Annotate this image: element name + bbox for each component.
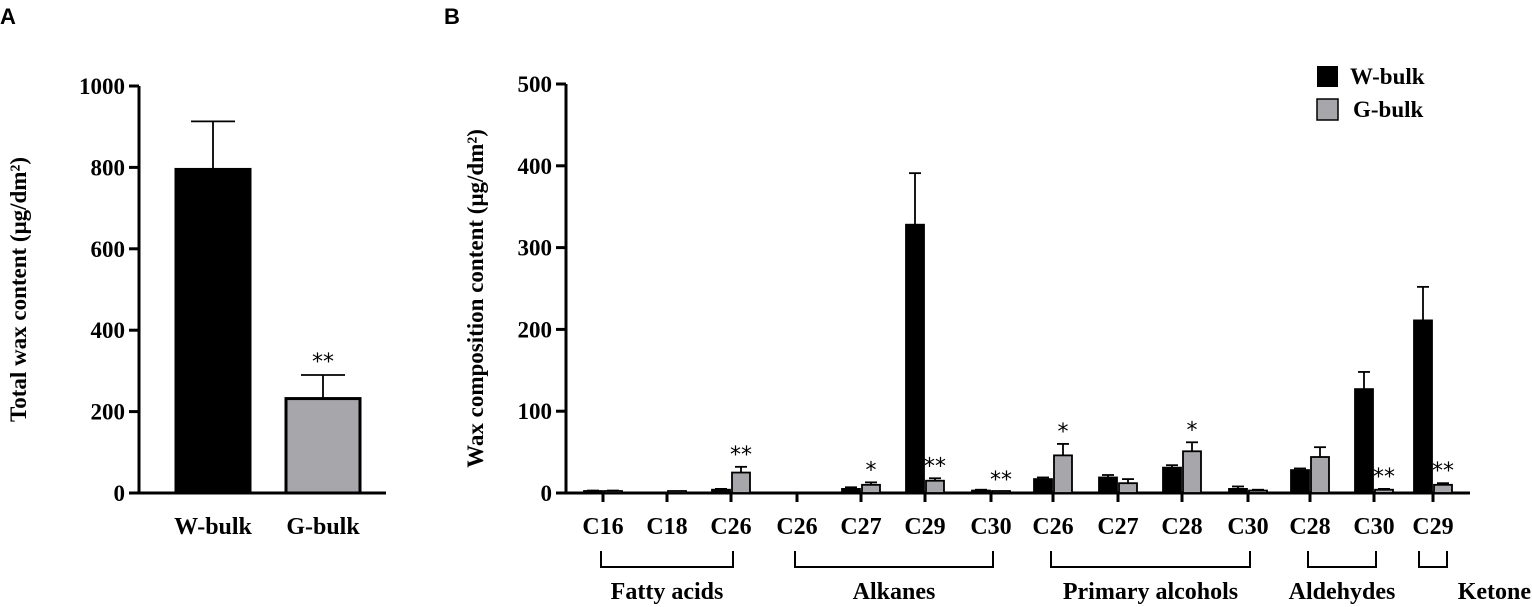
panel-b-significance: ** bbox=[924, 454, 946, 479]
panel-b-x-tick-label: C30 bbox=[1227, 514, 1268, 540]
panel-b-bar-w-bulk bbox=[905, 223, 925, 494]
legend-label-g-bulk: G-bulk bbox=[1353, 97, 1424, 122]
panel-b-y-tick-label: 0 bbox=[541, 481, 553, 506]
panel-b-bar-g-bulk bbox=[1310, 456, 1330, 494]
panel-b-group-label: Ketone bbox=[1458, 579, 1532, 605]
panel-b-bar-g-bulk bbox=[667, 490, 687, 494]
panel-b-group-label: Aldehydes bbox=[1289, 579, 1396, 605]
panel-b-bar-w-bulk bbox=[711, 488, 731, 494]
panel-b-x-tick-label: C16 bbox=[582, 514, 623, 540]
panel-a: A Total wax content (μg/dm²) 0 200 400 600 8… bbox=[0, 4, 386, 540]
panel-b-significance: * bbox=[866, 458, 877, 483]
panel-b-x-tick-label: C29 bbox=[1412, 514, 1453, 540]
panel-b-x-tick-label: C28 bbox=[1289, 514, 1330, 540]
panel-b-bar-g-bulk bbox=[1374, 488, 1394, 494]
panel-b-bar-g-bulk bbox=[991, 490, 1011, 494]
panel-b-group-bracket bbox=[1307, 551, 1377, 568]
panel-b-x-tick-label: C30 bbox=[1353, 514, 1394, 540]
panel-b-group-label: Fatty acids bbox=[611, 579, 724, 605]
legend-swatch-g-bulk bbox=[1316, 98, 1339, 121]
panel-b-group-bracket bbox=[1050, 551, 1251, 568]
panel-b-y-tick-label: 100 bbox=[518, 399, 553, 424]
panel-a-y-tick-label: 800 bbox=[91, 155, 126, 180]
panel-b-bar-w-bulk bbox=[1033, 478, 1053, 494]
panel-b-bar-w-bulk bbox=[971, 489, 991, 494]
panel-a-letter: A bbox=[0, 4, 16, 29]
panel-b-bar-g-bulk bbox=[1118, 482, 1138, 494]
panel-b-bar-g-bulk bbox=[731, 471, 751, 494]
panel-b-x-tick-label: C18 bbox=[646, 514, 687, 540]
panel-b-x-tick-label: C27 bbox=[1097, 514, 1138, 540]
panel-a-significance: ** bbox=[312, 350, 334, 375]
panel-b-x-tick-label: C26 bbox=[776, 514, 817, 540]
panel-b-x-tick-label: C28 bbox=[1161, 514, 1202, 540]
panel-b: B Wax composition content (μg/dm²) W-bul… bbox=[444, 4, 1531, 605]
panel-b-bar-w-bulk bbox=[1413, 319, 1433, 494]
panel-b-x-tick-label: C29 bbox=[904, 514, 945, 540]
panel-b-x-tick-label: C26 bbox=[710, 514, 751, 540]
panel-b-y-tick-label: 400 bbox=[518, 154, 553, 179]
panel-a-y-tick-label: 0 bbox=[114, 481, 126, 506]
legend-label-w-bulk: W-bulk bbox=[1350, 64, 1425, 89]
panel-a-bar bbox=[174, 167, 252, 495]
panel-b-group-label: Primary alcohols bbox=[1063, 579, 1238, 605]
panel-b-bar-g-bulk bbox=[1053, 454, 1073, 494]
panel-b-bar-g-bulk bbox=[1182, 450, 1202, 494]
panel-a-y-tick-label: 600 bbox=[91, 237, 126, 262]
panel-a-bar bbox=[284, 397, 362, 495]
panel-b-bar-g-bulk bbox=[1433, 483, 1453, 494]
panel-b-significance: * bbox=[1187, 418, 1198, 443]
panel-a-x-tick-label: W-bulk bbox=[174, 514, 252, 540]
panel-a-y-tick-label: 200 bbox=[91, 400, 126, 425]
panel-b-x-tick-label: C30 bbox=[970, 514, 1011, 540]
panel-b-bar-w-bulk bbox=[583, 490, 603, 494]
panel-b-group-bracket bbox=[794, 551, 994, 568]
panel-b-group-bracket bbox=[1418, 551, 1448, 568]
panel-b-y-tick-label: 300 bbox=[518, 236, 553, 261]
panel-a-y-tick-label: 400 bbox=[91, 318, 126, 343]
panel-b-bar-g-bulk bbox=[1248, 489, 1268, 494]
panel-b-significance: * bbox=[1058, 420, 1069, 445]
panel-b-bar-g-bulk bbox=[603, 490, 623, 494]
panel-b-group-bracket bbox=[600, 551, 734, 568]
panel-b-significance: ** bbox=[990, 468, 1012, 493]
panel-b-y-axis-label: Wax composition content (μg/dm²) bbox=[463, 129, 488, 468]
panel-b-significance: ** bbox=[730, 443, 752, 468]
panel-b-significance: ** bbox=[1373, 465, 1395, 490]
panel-b-bar-w-bulk bbox=[841, 488, 861, 494]
panel-b-bar-w-bulk bbox=[1162, 466, 1182, 494]
panel-a-x-tick-label: G-bulk bbox=[286, 514, 360, 540]
panel-b-bar-w-bulk bbox=[1228, 488, 1248, 494]
panel-a-y-tick-label: 1000 bbox=[79, 74, 125, 99]
panel-b-bar-w-bulk bbox=[1290, 469, 1310, 494]
panel-b-x-tick-label: C26 bbox=[1032, 514, 1073, 540]
legend-swatch-w-bulk bbox=[1317, 66, 1338, 87]
panel-b-group-label: Alkanes bbox=[853, 579, 936, 605]
panel-b-significance: ** bbox=[1432, 459, 1454, 484]
panel-b-bar-w-bulk bbox=[1098, 476, 1118, 494]
panel-b-bar-g-bulk bbox=[925, 479, 945, 494]
panel-b-y-tick-label: 500 bbox=[518, 72, 553, 97]
panel-b-x-tick-label: C27 bbox=[840, 514, 881, 540]
legend: W-bulk G-bulk bbox=[1316, 64, 1425, 122]
panel-b-letter: B bbox=[444, 4, 460, 29]
panel-b-bar-g-bulk bbox=[861, 483, 881, 494]
panel-b-bar-w-bulk bbox=[1354, 388, 1374, 494]
panel-a-y-axis-label: Total wax content (μg/dm²) bbox=[6, 157, 31, 422]
panel-b-y-tick-label: 200 bbox=[518, 317, 553, 342]
